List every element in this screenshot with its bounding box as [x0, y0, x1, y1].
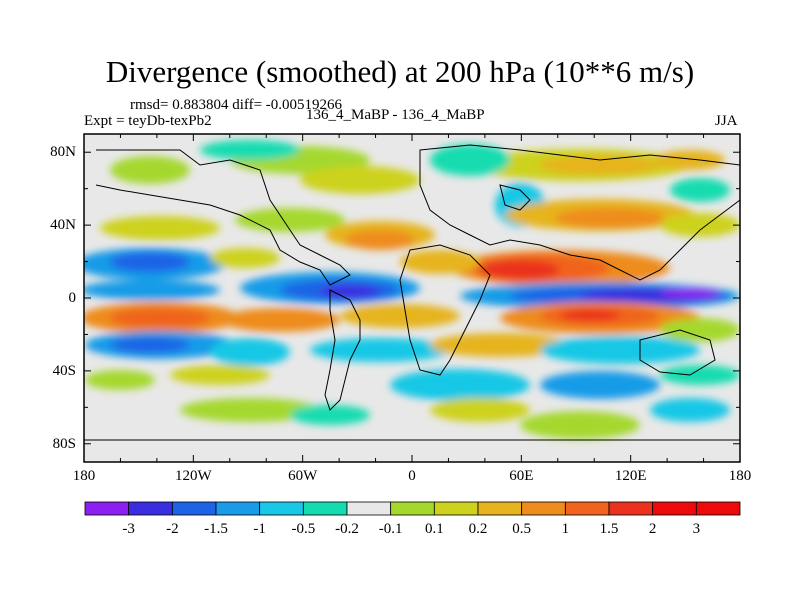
x-tick-label: 60E	[509, 468, 534, 484]
colorbar-label: 1.5	[599, 521, 619, 537]
colorbar-label: -0.2	[335, 521, 359, 537]
x-tick-label: 180	[72, 468, 96, 484]
season-label: JJA	[715, 113, 738, 129]
colorbar-swatch	[652, 501, 697, 516]
x-tick-label: 60W	[288, 468, 318, 484]
colorbar-swatch	[171, 501, 217, 516]
colorbar-swatch	[259, 501, 304, 516]
colorbar-label: 0.5	[512, 521, 532, 537]
colorbar-label: -2	[166, 521, 179, 537]
colorbar-label: 0.1	[424, 521, 444, 537]
y-tick-label: 40S	[52, 362, 76, 379]
axis-ticks	[83, 134, 741, 462]
colorbar-label: -1.5	[204, 521, 228, 537]
colorbar-swatch	[84, 501, 130, 516]
x-tick-label: 120W	[174, 468, 212, 484]
experiment-label: Expt = teyDb-texPb2	[84, 113, 212, 129]
colorbar-label: 1	[561, 521, 570, 537]
colorbar-label: -3	[122, 521, 135, 537]
colorbar-swatch	[390, 501, 435, 516]
colorbar-label: -0.1	[378, 521, 403, 537]
coastlines	[84, 144, 740, 441]
chart-title: Divergence (smoothed) at 200 hPa (10**6 …	[105, 54, 695, 89]
colorbar-swatch	[346, 501, 392, 516]
colorbar-swatch	[302, 501, 348, 516]
colorbar-label: 3	[692, 521, 701, 537]
colorbar-swatch	[477, 501, 523, 516]
colorbar-label: 0.2	[468, 521, 488, 537]
y-tick-label: 0	[68, 290, 77, 306]
divergence-field	[84, 140, 740, 439]
colorbar-label: -1	[253, 521, 266, 537]
y-tick-label: 80N	[50, 144, 76, 161]
colorbar-swatch	[433, 501, 479, 516]
rmsd-diff-text: rmsd= 0.883804 diff= -0.00519266	[130, 97, 343, 113]
colorbar-swatch	[564, 501, 610, 516]
x-tick-label: 0	[408, 468, 416, 484]
colorbar-swatch	[128, 501, 173, 516]
colorbar-swatch	[695, 501, 741, 516]
colorbar-swatch	[521, 501, 566, 516]
x-tick-label: 120E	[614, 468, 647, 484]
y-tick-label: 40N	[50, 217, 76, 234]
colorbar-swatch	[608, 501, 654, 516]
run-label: 136_4_MaBP - 136_4_MaBP	[306, 107, 485, 123]
colorbar-swatch	[215, 501, 261, 516]
y-tick-label: 80S	[52, 435, 76, 452]
colorbar-label: -0.5	[291, 521, 316, 537]
colorbar	[84, 501, 741, 516]
x-tick-label: 180	[728, 468, 752, 484]
colorbar-label: 2	[648, 521, 657, 537]
